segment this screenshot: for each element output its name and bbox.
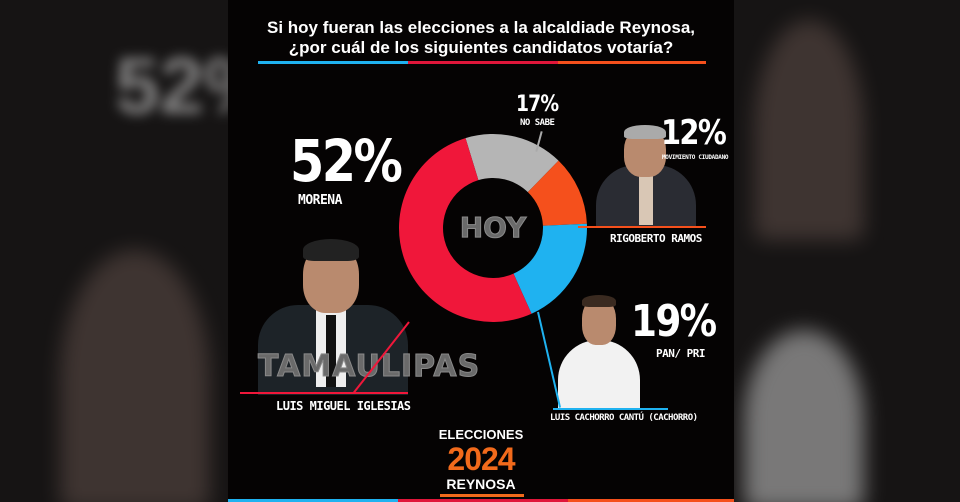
- footer-underline: [440, 494, 524, 497]
- donut-slice-pan-pri: [513, 223, 587, 314]
- footer-year: 2024: [447, 441, 515, 477]
- morena-candidate-name: LUIS MIGUEL IGLESIAS: [276, 399, 411, 413]
- blurred-photo: [754, 20, 864, 240]
- mc-percent: 12%: [661, 113, 727, 153]
- title-underline-red: [408, 61, 558, 64]
- mc-label: MOVIMIENTO CIUDADANO: [662, 154, 729, 161]
- no-sabe-percent: 17%: [516, 92, 559, 117]
- donut-slice-no-sabe: [465, 134, 559, 193]
- bottom-bar-orange: [568, 499, 734, 502]
- morena-leader-line: [240, 392, 408, 394]
- morena-label: MORENA: [298, 193, 342, 208]
- watermark-hoy: HOY: [459, 211, 527, 244]
- blurred-photo: [60, 250, 210, 502]
- title-line-1: Si hoy fueran las elecciones a la alcald…: [266, 18, 696, 37]
- blurred-background-right: [734, 0, 960, 502]
- donut-slice-morena: [399, 138, 532, 322]
- pan-candidate-name: LUIS CACHORRO CANTÚ (CACHORRO): [550, 413, 698, 423]
- donut-chart: [399, 134, 587, 322]
- donut-slice-movimiento-ciudadano: [527, 160, 587, 226]
- title-line-2: ¿por cuál de los siguientes candidatos v…: [288, 38, 674, 57]
- mc-leader-line: [578, 226, 706, 228]
- watermark-tamaulipas: TAMAULIPAS: [257, 349, 481, 384]
- blurred-photo: [744, 330, 864, 502]
- chart-title: Si hoy fueran las elecciones a la alcald…: [228, 18, 734, 58]
- blurred-background-left: 52%: [0, 0, 228, 502]
- pan-leader-line: [553, 408, 668, 410]
- photo-luis-cachorro-cantu: [558, 295, 640, 410]
- pan-percent: 19%: [631, 296, 717, 347]
- mc-candidate-name: RIGOBERTO RAMOS: [610, 232, 702, 245]
- photo-luis-miguel-iglesias: [248, 235, 413, 395]
- title-underline-blue: [258, 61, 408, 64]
- photo-rigoberto-ramos: [596, 125, 696, 227]
- bottom-bar-red: [398, 499, 568, 502]
- morena-percent: 52%: [290, 127, 403, 195]
- blurred-52-percent: 52%: [115, 41, 228, 130]
- infographic-panel: Si hoy fueran las elecciones a la alcald…: [228, 0, 734, 502]
- no-sabe-label: NO SABE: [520, 118, 555, 128]
- footer-elecciones: ELECCIONES: [438, 427, 524, 442]
- title-underline-orange: [558, 61, 706, 64]
- pan-label: PAN/ PRI: [656, 347, 705, 360]
- bottom-bar-blue: [228, 499, 398, 502]
- footer-city: REYNOSA: [446, 476, 516, 492]
